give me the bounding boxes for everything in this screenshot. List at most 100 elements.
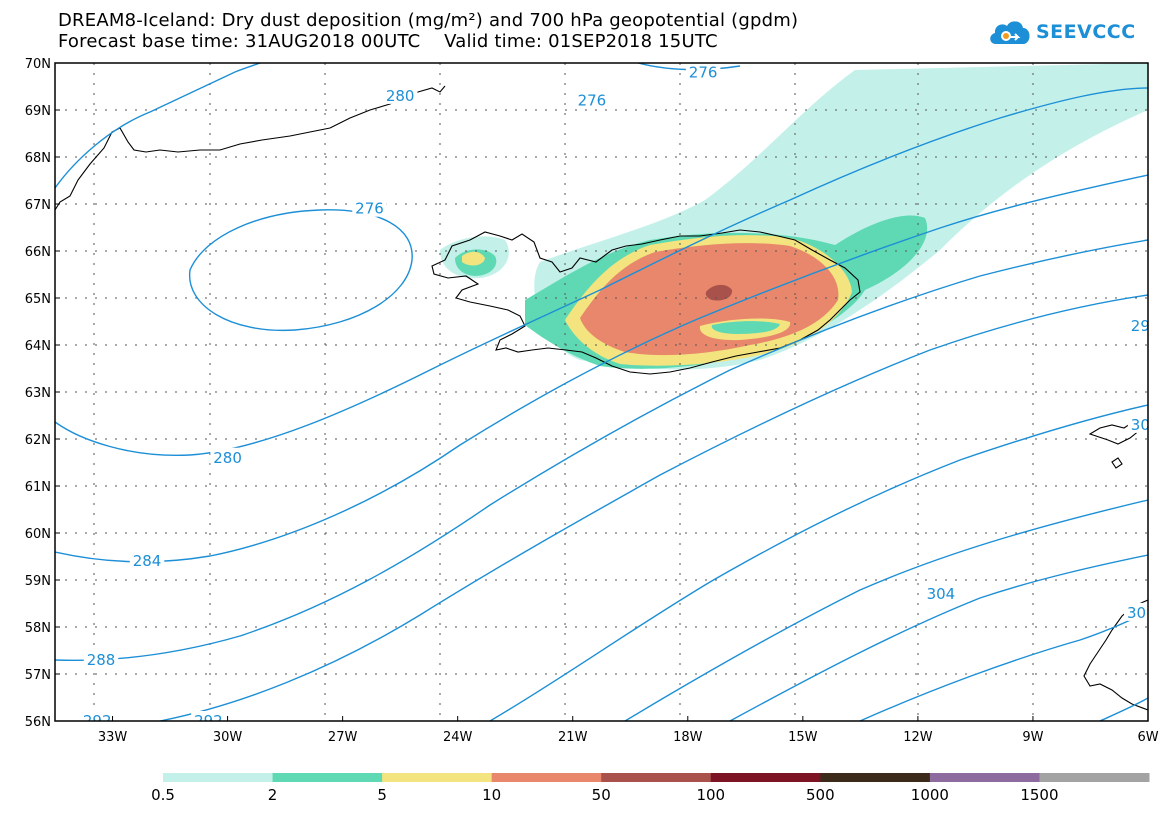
contour-292 [159, 294, 1148, 721]
legend-label-1000: 1000 [911, 786, 949, 804]
contour-296 [489, 404, 1148, 721]
contour-label-bg [79, 711, 115, 721]
lon-label-21W: 21W [558, 730, 588, 745]
lat-label-68N: 68N [25, 151, 51, 166]
axis-ticks [55, 62, 1149, 722]
lon-label-6W: 6W [1137, 730, 1158, 745]
contour-label-bg [923, 584, 959, 603]
contour-labels: 280 276 276 276 280 284 288 304 292 292 29 30 30 [79, 63, 1150, 730]
iceland-coastline [431, 229, 861, 375]
legend-swatch-0 [163, 773, 274, 782]
dust-gap-2 [711, 321, 780, 334]
lat-label-59N: 59N [25, 574, 51, 589]
cloud-icon [990, 21, 1030, 44]
legend-label-0.5: 0.5 [151, 786, 175, 804]
contour-label-bg [210, 447, 245, 466]
contour-label-276: 276 [355, 200, 384, 218]
legend-label-2: 2 [268, 786, 278, 804]
map-title: DREAM8-Iceland: Dry dust deposition (mg/… [58, 10, 799, 31]
lon-label-12W: 12W [903, 730, 933, 745]
contour-label-30: 30 [1131, 416, 1150, 434]
dust-band-5-nw [462, 251, 485, 266]
contour-label-bg [1127, 316, 1148, 335]
contour-label-292: 292 [194, 712, 223, 730]
lat-label-70N: 70N [25, 57, 51, 72]
latitude-labels: 70N 69N 68N 67N 66N 65N 64N 63N 62N 61N 60N 59N 58N 5… [25, 57, 51, 730]
contour-label-288: 288 [87, 651, 116, 669]
color-legend: 0.5 2 5 10 50 100 500 1000 1500 [151, 773, 1150, 804]
contour-label-bg [83, 649, 119, 668]
legend-swatch-7 [929, 773, 1040, 782]
lat-label-65N: 65N [25, 292, 51, 307]
geopotential-contours [55, 63, 1148, 721]
contour-276-north [637, 63, 741, 71]
legend-label-100: 100 [696, 786, 725, 804]
lat-label-69N: 69N [25, 104, 51, 119]
contour-label-280: 280 [213, 449, 242, 467]
contour-label-284: 284 [133, 552, 162, 570]
contour-280-main [55, 87, 1148, 457]
contour-label-30: 30 [1127, 604, 1146, 622]
lat-label-58N: 58N [25, 621, 51, 636]
lat-label-63N: 63N [25, 386, 51, 401]
legend-label-10: 10 [482, 786, 501, 804]
contour-label-292: 292 [83, 712, 112, 730]
lat-label-61N: 61N [25, 480, 51, 495]
contour-304 [729, 554, 1148, 721]
lon-label-27W: 27W [328, 730, 358, 745]
contour-label-29: 29 [1131, 317, 1150, 335]
lon-label-24W: 24W [443, 730, 473, 745]
lat-label-67N: 67N [25, 198, 51, 213]
contour-label-bg [1123, 602, 1148, 621]
legend-swatch-6 [820, 773, 931, 782]
legend-swatch-4 [601, 773, 712, 782]
contour-label-276: 276 [689, 63, 718, 81]
dust-band-50 [705, 284, 733, 301]
longitude-labels: 33W 30W 27W 24W 21W 18W 15W 12W 9W 6W [98, 730, 1159, 745]
contour-300 [624, 499, 1148, 721]
contour-308 [859, 611, 1148, 721]
contour-288 [55, 239, 1148, 662]
lat-label-57N: 57N [25, 668, 51, 683]
legend-label-500: 500 [806, 786, 835, 804]
contour-label-280: 280 [386, 87, 415, 105]
legend-label-1500: 1500 [1020, 786, 1058, 804]
legend-label-50: 50 [592, 786, 611, 804]
lon-label-18W: 18W [673, 730, 703, 745]
seevccc-logo: SEEVCCC [988, 18, 1136, 46]
legend-swatch-8 [1039, 773, 1150, 782]
legend-label-5: 5 [377, 786, 387, 804]
contour-label-304: 304 [927, 585, 956, 603]
logo-text: SEEVCCC [1036, 21, 1136, 43]
contour-label-bg [1127, 414, 1148, 433]
lat-label-56N: 56N [25, 715, 51, 730]
dust-deposition-field [440, 63, 1148, 370]
contour-label-bg [352, 198, 387, 217]
contour-label-276: 276 [578, 92, 607, 110]
contour-312 [1099, 697, 1148, 721]
lat-label-66N: 66N [25, 245, 51, 260]
lon-label-15W: 15W [788, 730, 818, 745]
map-area: 280 276 276 276 280 284 288 304 292 292 29 30 30 [55, 63, 1150, 730]
contour-label-bg [574, 90, 610, 109]
graticule [55, 63, 1148, 721]
scotland-coastline [1083, 599, 1148, 711]
legend-swatch-3 [491, 773, 602, 782]
contour-label-bg [685, 63, 721, 81]
contour-284 [55, 174, 1148, 563]
contour-label-bg [129, 551, 165, 570]
legend-swatch-5 [710, 773, 821, 782]
lat-label-64N: 64N [25, 339, 51, 354]
lon-label-33W: 33W [98, 730, 128, 745]
contour-276-loop [189, 209, 413, 332]
lat-label-60N: 60N [25, 527, 51, 542]
lon-label-9W: 9W [1022, 730, 1043, 745]
legend-swatch-1 [272, 773, 383, 782]
legend-swatch-2 [382, 773, 493, 782]
lon-label-30W: 30W [213, 730, 243, 745]
forecast-times: Forecast base time: 31AUG2018 00UTC Vali… [58, 31, 718, 52]
contour-280-north [55, 63, 261, 189]
lat-label-62N: 62N [25, 433, 51, 448]
contour-label-bg [191, 711, 226, 721]
